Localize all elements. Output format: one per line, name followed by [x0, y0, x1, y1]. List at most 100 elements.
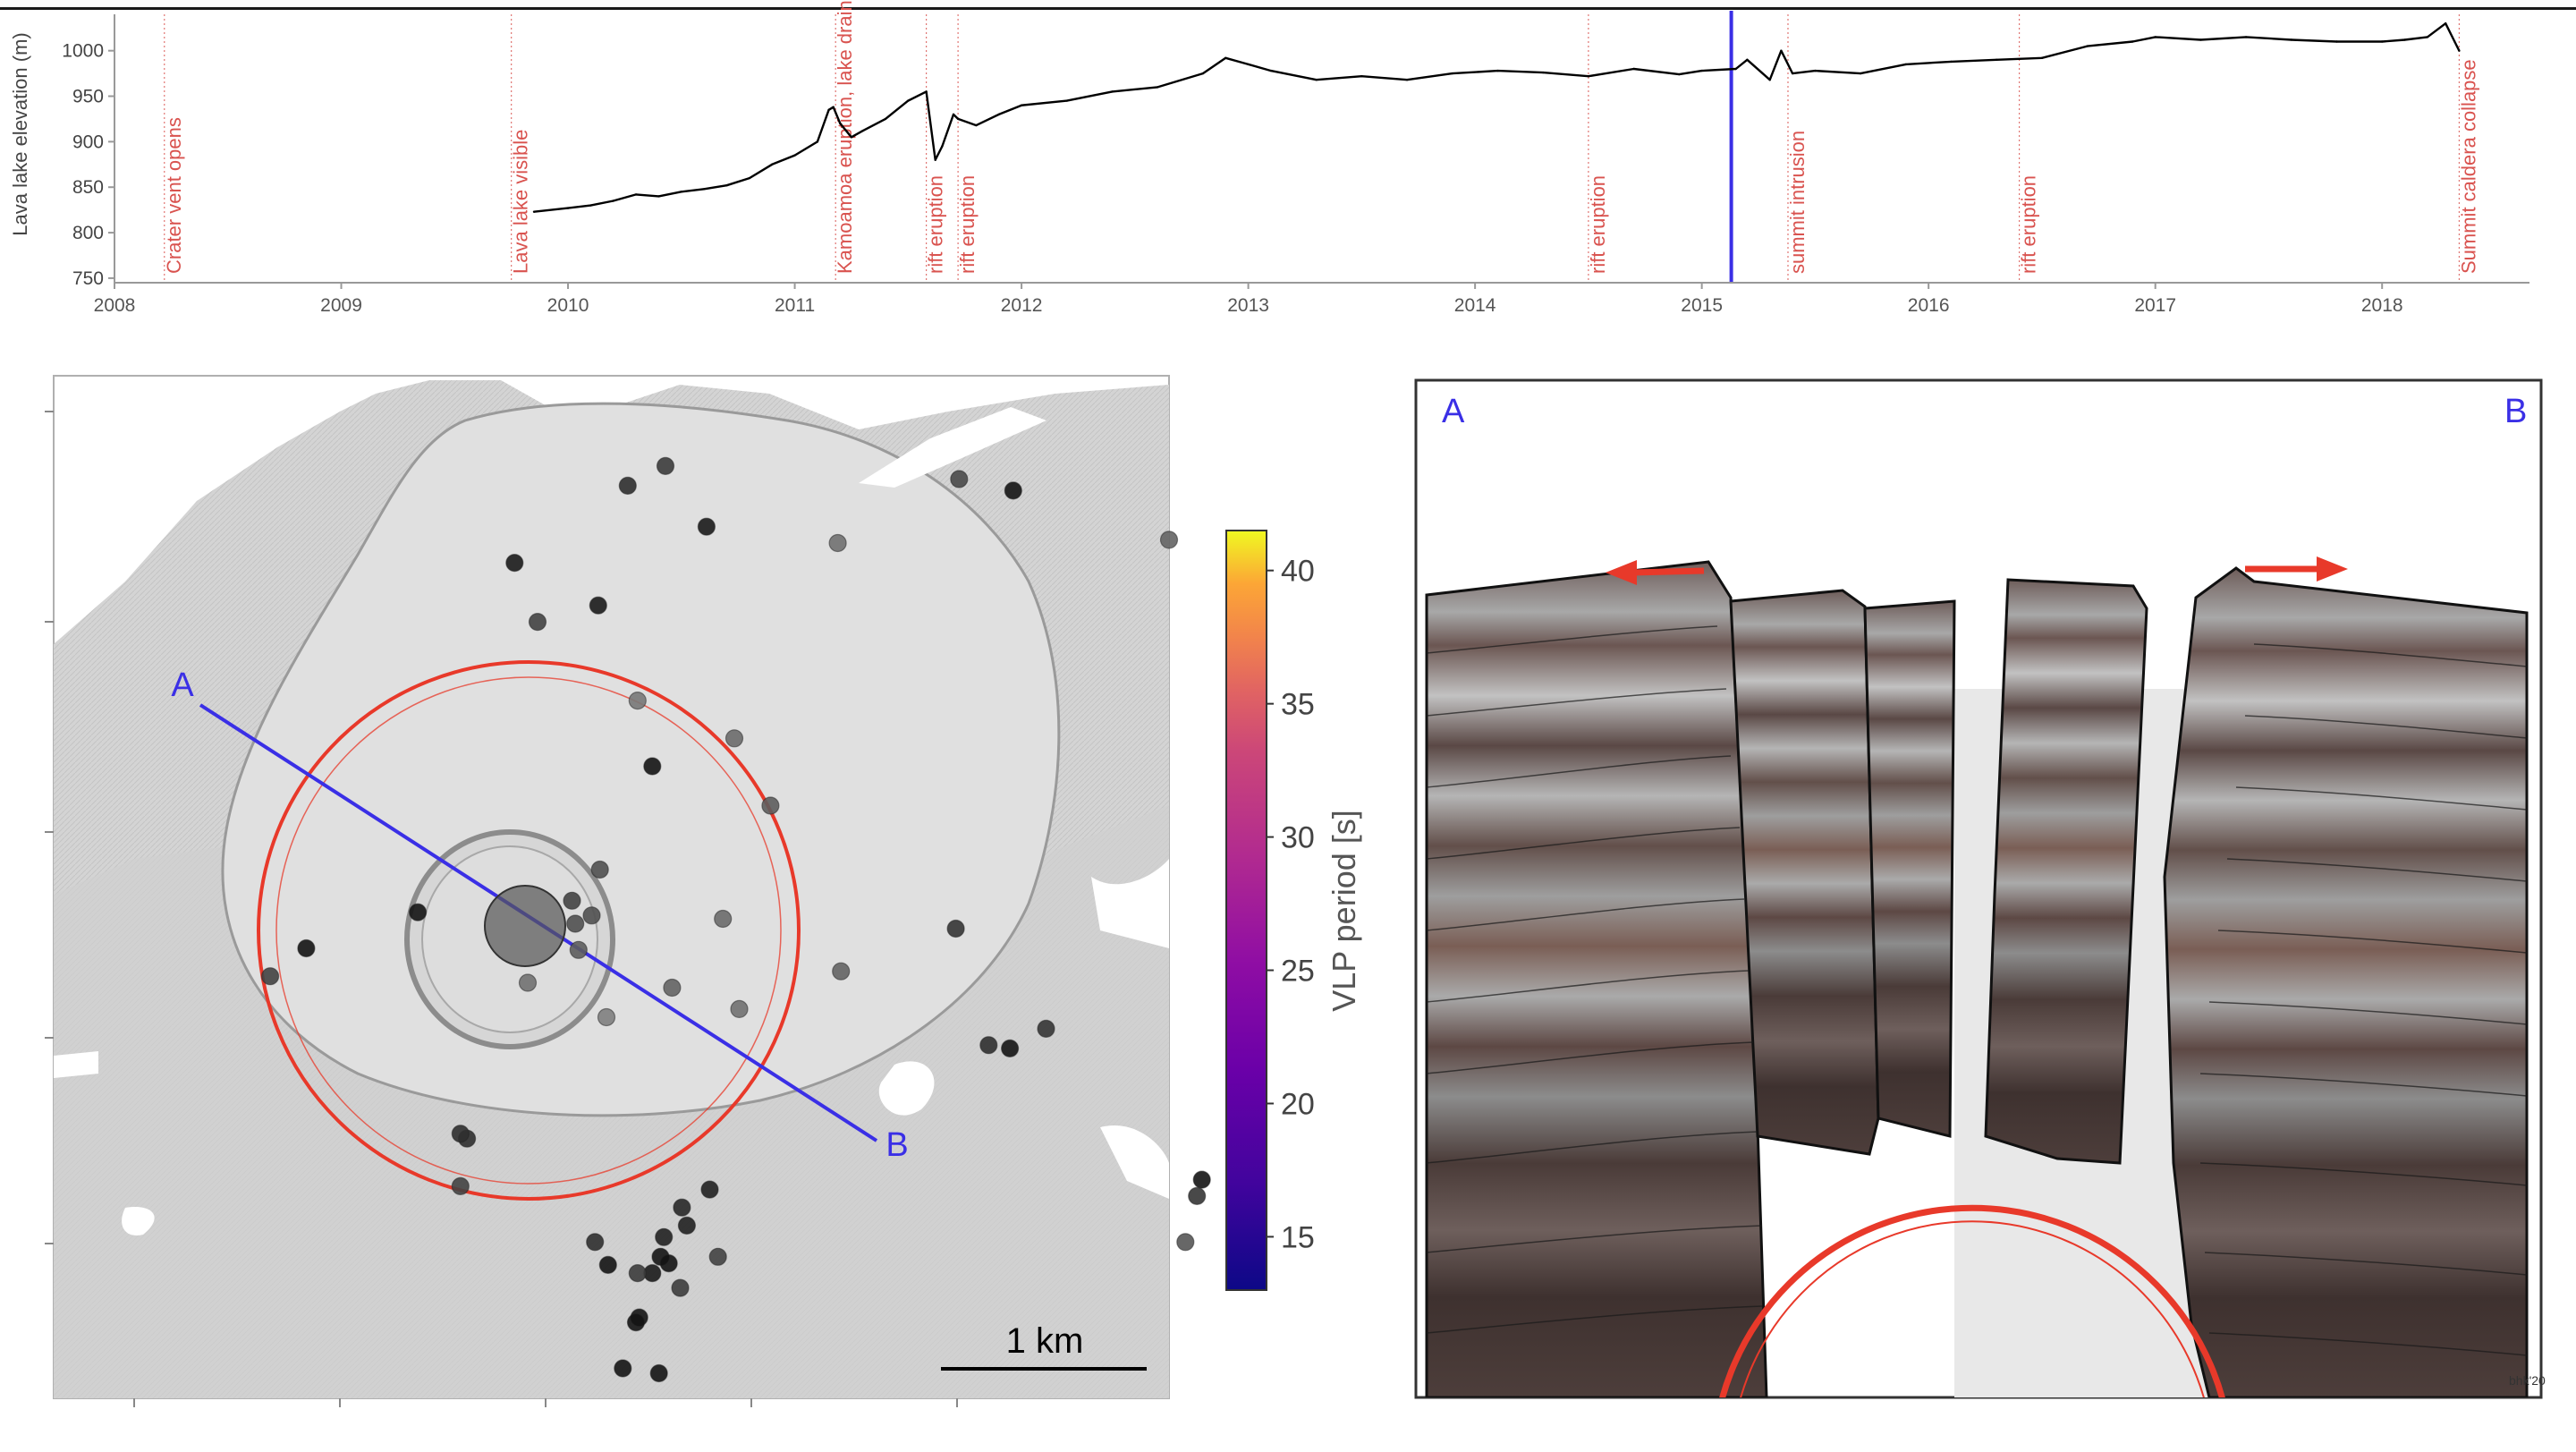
series-point	[1780, 49, 1783, 52]
series-point	[2290, 38, 2292, 41]
vlp-source-point	[261, 967, 280, 986]
map-ticks	[45, 411, 958, 1407]
vlp-source-point	[614, 1359, 632, 1378]
axes: 2008 2009 2010 2011 2012 2013 2014 2015 2016 2017…	[62, 14, 2529, 316]
vlp-source-point	[724, 729, 744, 748]
series-point	[827, 108, 830, 112]
vlp-source-point	[979, 1036, 998, 1055]
series-point	[952, 113, 955, 116]
series-point	[748, 176, 751, 180]
series-point	[1315, 79, 1318, 81]
series-point	[1269, 69, 1273, 72]
vlp-source-point	[589, 596, 607, 615]
vlp-source-point	[598, 1255, 617, 1275]
event-label: Lava lake visible	[510, 130, 532, 274]
vlp-source-point	[566, 914, 585, 933]
series-point	[1360, 75, 1363, 78]
profile-start-label: A	[171, 667, 194, 704]
series-point	[1632, 67, 1635, 71]
colorbar-tick-label: 15	[1281, 1220, 1315, 1254]
series-point	[2445, 22, 2447, 25]
plot-area	[114, 14, 2529, 283]
series-point	[2403, 38, 2406, 41]
series-point	[566, 207, 570, 209]
series-point	[1201, 72, 1205, 75]
vlp-source-point	[708, 1247, 727, 1266]
caldera-rings	[257, 660, 801, 1201]
series-point	[1405, 79, 1409, 81]
x-tick-label: 2012	[1001, 295, 1043, 316]
extension-arrows	[1606, 556, 2348, 585]
series-point	[956, 117, 960, 121]
vlp-source-point	[649, 1363, 668, 1383]
series-point	[1950, 60, 1953, 64]
vlp-source-point	[950, 470, 969, 488]
x-tick-label: 2011	[775, 295, 815, 316]
y-tick-label: 900	[72, 132, 104, 152]
y-tick-label: 950	[72, 87, 104, 107]
vlp-source-point	[590, 860, 609, 879]
vlp-source-point	[597, 1007, 616, 1027]
series-point	[532, 210, 536, 213]
series-point	[1768, 79, 1771, 81]
series-point	[2458, 49, 2461, 52]
x-tick-label: 2008	[94, 295, 136, 316]
artist-signature: bhk'20	[2509, 1373, 2546, 1388]
vlp-source-point	[451, 1176, 470, 1196]
vlp-source-point	[643, 757, 662, 776]
vlp-source-point	[663, 978, 682, 998]
series-point	[1734, 67, 1737, 71]
y-tick-label: 750	[72, 268, 104, 289]
series-point	[832, 106, 835, 108]
series-point	[1904, 63, 1907, 66]
scale-bar: 1 km	[941, 1321, 1147, 1371]
plot-background	[114, 14, 2529, 283]
vlp-source-point	[451, 1125, 470, 1143]
y-tick-label: 850	[72, 177, 104, 198]
vlp-source-point	[677, 1216, 697, 1235]
x-tick-label: 2009	[320, 295, 362, 316]
series-point	[934, 158, 936, 161]
series-point	[1746, 58, 1749, 62]
vlp-source-point	[1192, 1170, 1211, 1189]
vlp-source-point	[563, 891, 581, 910]
scale-bar-label: 1 km	[1006, 1321, 1084, 1361]
series-point	[1996, 58, 1998, 62]
series-point	[861, 130, 864, 132]
vlp-source-point	[1037, 1019, 1055, 1039]
series-point	[771, 163, 774, 166]
vlp-source-point	[1000, 1039, 1020, 1058]
series-point	[1814, 69, 1817, 72]
vlp-source-point	[946, 919, 965, 938]
event-label: rift eruption	[925, 175, 947, 274]
series-point	[1542, 71, 1545, 74]
x-tick-label: 2013	[1227, 295, 1269, 316]
stratigraphy	[1425, 560, 2529, 1397]
section-frame	[1414, 378, 2543, 1399]
y-axis-label: Lava lake elevation (m)	[9, 32, 31, 235]
series-point	[941, 145, 944, 148]
series-point	[2131, 40, 2134, 43]
series-point	[907, 99, 910, 102]
series-point	[1224, 56, 1227, 59]
vlp-source-point	[409, 903, 428, 921]
x-tick-label: 2016	[1908, 295, 1950, 316]
vlp-source-point	[582, 906, 601, 925]
vlp-source-point	[671, 1278, 690, 1297]
series-point	[816, 140, 819, 143]
series-point	[1157, 86, 1159, 89]
vlp-source-points	[261, 456, 1211, 1383]
series-point	[1451, 72, 1454, 75]
lava-lake-elevation-chart: Crater vent opens Lava lake visible Kamoam…	[9, 0, 2529, 316]
series-point	[2040, 56, 2044, 59]
vlp-source-point	[659, 1253, 678, 1273]
series-point	[793, 154, 796, 157]
vlp-source-point	[1004, 481, 1022, 500]
colorbar	[1225, 530, 1267, 1291]
event-lines: Crater vent opens Lava lake visible Kamoam…	[163, 0, 2479, 283]
vlp-source-point	[700, 1180, 719, 1199]
colorbar-ticks: 15 20 25 30 35 40	[1267, 555, 1315, 1254]
series-point	[997, 113, 1000, 116]
x-tick-label: 2015	[1681, 295, 1723, 316]
series-point	[725, 184, 728, 187]
